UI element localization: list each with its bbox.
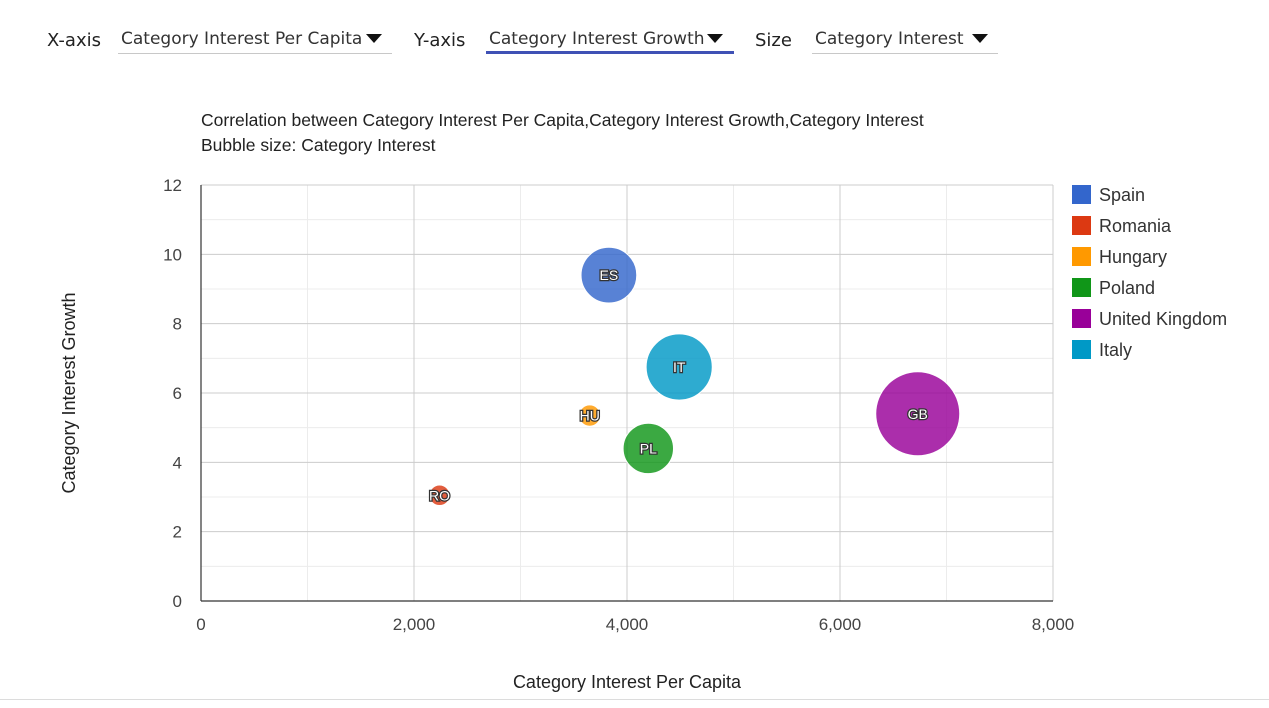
bubble-label: RO <box>429 487 450 503</box>
y-tick-label: 6 <box>173 384 182 403</box>
bottom-divider <box>0 699 1269 700</box>
bubble <box>645 333 713 401</box>
size-select-value: Category Interest <box>815 29 964 49</box>
legend-swatch <box>1072 247 1091 266</box>
chart-controls: X-axis Category Interest Per Capita Y-ax… <box>0 0 1269 70</box>
x-tick-label: 2,000 <box>393 615 436 634</box>
legend-swatch <box>1072 340 1091 359</box>
x-tick-label: 0 <box>196 615 205 634</box>
bubbles: GB IT ES PL HU RO <box>428 246 961 507</box>
chart-subtitle: Bubble size: Category Interest <box>201 135 436 155</box>
size-select[interactable]: Category Interest <box>812 24 998 54</box>
bubble-label: ES <box>600 267 619 283</box>
bubble <box>578 404 601 427</box>
legend-entry: Hungary <box>1099 247 1167 267</box>
legend-swatch <box>1072 216 1091 235</box>
legend-entry: Spain <box>1099 185 1145 205</box>
x-tick-label: 6,000 <box>819 615 862 634</box>
bubble-label: GB <box>908 406 928 422</box>
tick-labels: 0 2,000 4,000 6,000 8,000 0 2 4 6 8 10 12 <box>163 176 1074 634</box>
x-axis-label: X-axis <box>47 30 101 51</box>
chart-title: Correlation between Category Interest Pe… <box>201 110 924 130</box>
y-axis-title: Category Interest Growth <box>59 292 79 493</box>
chevron-down-icon <box>972 34 988 43</box>
chart-axes <box>200 185 1053 602</box>
x-axis-title: Category Interest Per Capita <box>513 672 742 692</box>
legend-entry: United Kingdom <box>1099 309 1227 329</box>
y-tick-label: 8 <box>173 315 182 334</box>
y-axis-select-value: Category Interest Growth <box>489 29 705 49</box>
legend-swatch <box>1072 278 1091 297</box>
y-tick-label: 12 <box>163 176 182 195</box>
y-tick-label: 2 <box>173 523 182 542</box>
x-tick-label: 4,000 <box>606 615 649 634</box>
y-axis-select[interactable]: Category Interest Growth <box>486 24 734 54</box>
x-tick-label: 8,000 <box>1032 615 1075 634</box>
legend-entry: Italy <box>1099 340 1132 360</box>
x-axis-select-value: Category Interest Per Capita <box>121 29 363 49</box>
bubble-label: IT <box>673 359 686 375</box>
chevron-down-icon <box>366 34 382 43</box>
legend-swatch <box>1072 309 1091 328</box>
bubble <box>622 422 674 475</box>
bubble-label: HU <box>580 408 600 424</box>
bubble <box>875 371 961 457</box>
legend: Spain Romania Hungary Poland United Kingdom I… <box>1072 185 1227 360</box>
legend-entry: Poland <box>1099 278 1155 298</box>
bubble-label: PL <box>640 440 657 456</box>
y-tick-label: 0 <box>173 592 182 611</box>
legend-swatch <box>1072 185 1091 204</box>
chevron-down-icon <box>707 34 723 43</box>
y-axis-label: Y-axis <box>414 30 466 51</box>
y-tick-label: 10 <box>163 245 182 264</box>
bubble <box>580 246 638 304</box>
x-axis-select[interactable]: Category Interest Per Capita <box>118 24 392 54</box>
bubble <box>428 484 451 507</box>
size-label: Size <box>755 30 792 51</box>
legend-entry: Romania <box>1099 216 1172 236</box>
y-tick-label: 4 <box>173 453 182 472</box>
